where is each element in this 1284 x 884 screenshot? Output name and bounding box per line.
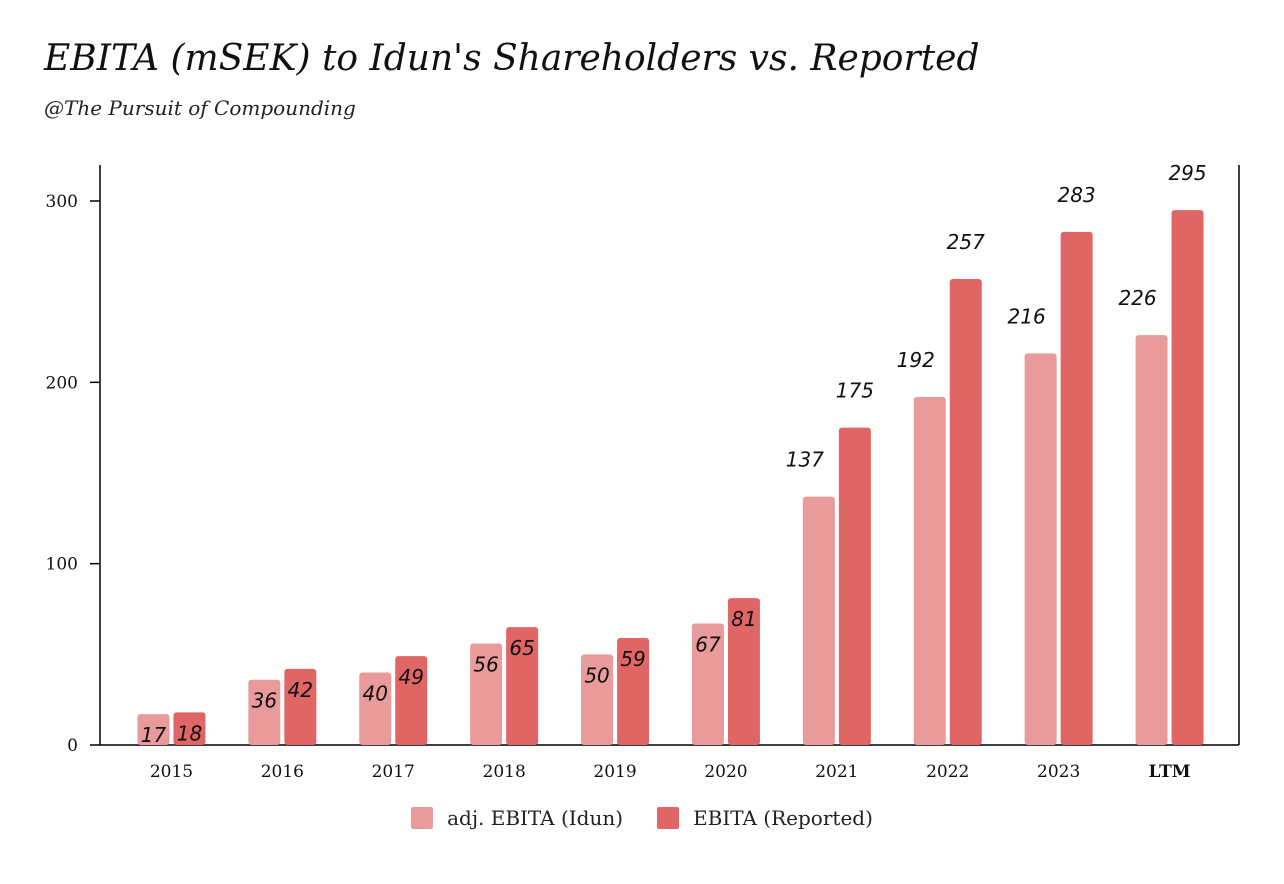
x-tick-label: 2023 [1037, 762, 1080, 782]
x-tick-label: 2018 [483, 762, 526, 782]
data-label: 40 [363, 681, 388, 705]
bar [137, 714, 170, 745]
data-label: 67 [695, 633, 721, 657]
data-label: 17 [141, 723, 167, 747]
data-label: 36 [252, 689, 277, 713]
bar [581, 654, 614, 745]
legend-item-adj-ebita: adj. EBITA (Idun) [411, 806, 623, 830]
x-tick-label: 2016 [261, 762, 304, 782]
data-label: 81 [731, 607, 756, 631]
legend-item-reported-ebita: EBITA (Reported) [657, 806, 873, 830]
data-label: 137 [786, 448, 824, 472]
data-label: 175 [836, 379, 874, 403]
y-tick-label: 0 [67, 736, 78, 756]
x-tick-label: 2015 [150, 762, 193, 782]
data-label: 59 [620, 647, 645, 671]
bar [173, 712, 206, 745]
legend-label-reported-ebita: EBITA (Reported) [693, 806, 873, 830]
x-tick-label: 2017 [372, 762, 415, 782]
y-tick-label: 200 [46, 373, 78, 393]
bar [1171, 210, 1204, 746]
bar [1024, 353, 1057, 745]
data-label: 18 [177, 721, 202, 745]
x-tick-label: 2021 [815, 762, 858, 782]
bar [1135, 335, 1168, 745]
y-tick-label: 100 [46, 555, 78, 575]
bar [248, 679, 281, 745]
x-tick-label: 2020 [704, 762, 747, 782]
legend-swatch-adj-ebita [411, 807, 434, 829]
data-label: 216 [1008, 304, 1046, 328]
bar [838, 427, 871, 745]
data-label: 192 [897, 348, 935, 372]
bar [727, 598, 760, 745]
bar [506, 627, 539, 745]
bar [470, 643, 503, 745]
bar [1060, 231, 1093, 745]
bar [949, 278, 982, 745]
bar [359, 672, 392, 745]
data-label: 56 [473, 652, 498, 676]
legend-label-adj-ebita: adj. EBITA (Idun) [447, 806, 624, 830]
chart-title: EBITA (mSEK) to Idun's Shareholders vs. … [44, 38, 980, 79]
x-tick-label: 2019 [593, 762, 636, 782]
data-label: 50 [584, 663, 609, 687]
legend-swatch-reported-ebita [657, 807, 680, 829]
data-label: 65 [509, 636, 534, 660]
bar [617, 638, 650, 745]
bar [802, 496, 835, 745]
data-label: 283 [1058, 183, 1096, 207]
chart-subtitle: @The Pursuit of Compounding [44, 96, 356, 120]
data-label: 226 [1118, 286, 1156, 310]
bar [691, 623, 724, 745]
data-label: 42 [288, 678, 313, 702]
y-tick-label: 300 [46, 192, 78, 212]
data-label: 295 [1168, 161, 1206, 185]
bar [284, 668, 317, 745]
data-label: 257 [947, 230, 985, 254]
x-tick-label: LTM [1149, 762, 1191, 782]
bar [395, 656, 428, 745]
bar [913, 396, 946, 745]
data-label: 49 [399, 665, 424, 689]
legend: adj. EBITA (Idun) EBITA (Reported) [0, 806, 1284, 830]
x-tick-label: 2022 [926, 762, 969, 782]
